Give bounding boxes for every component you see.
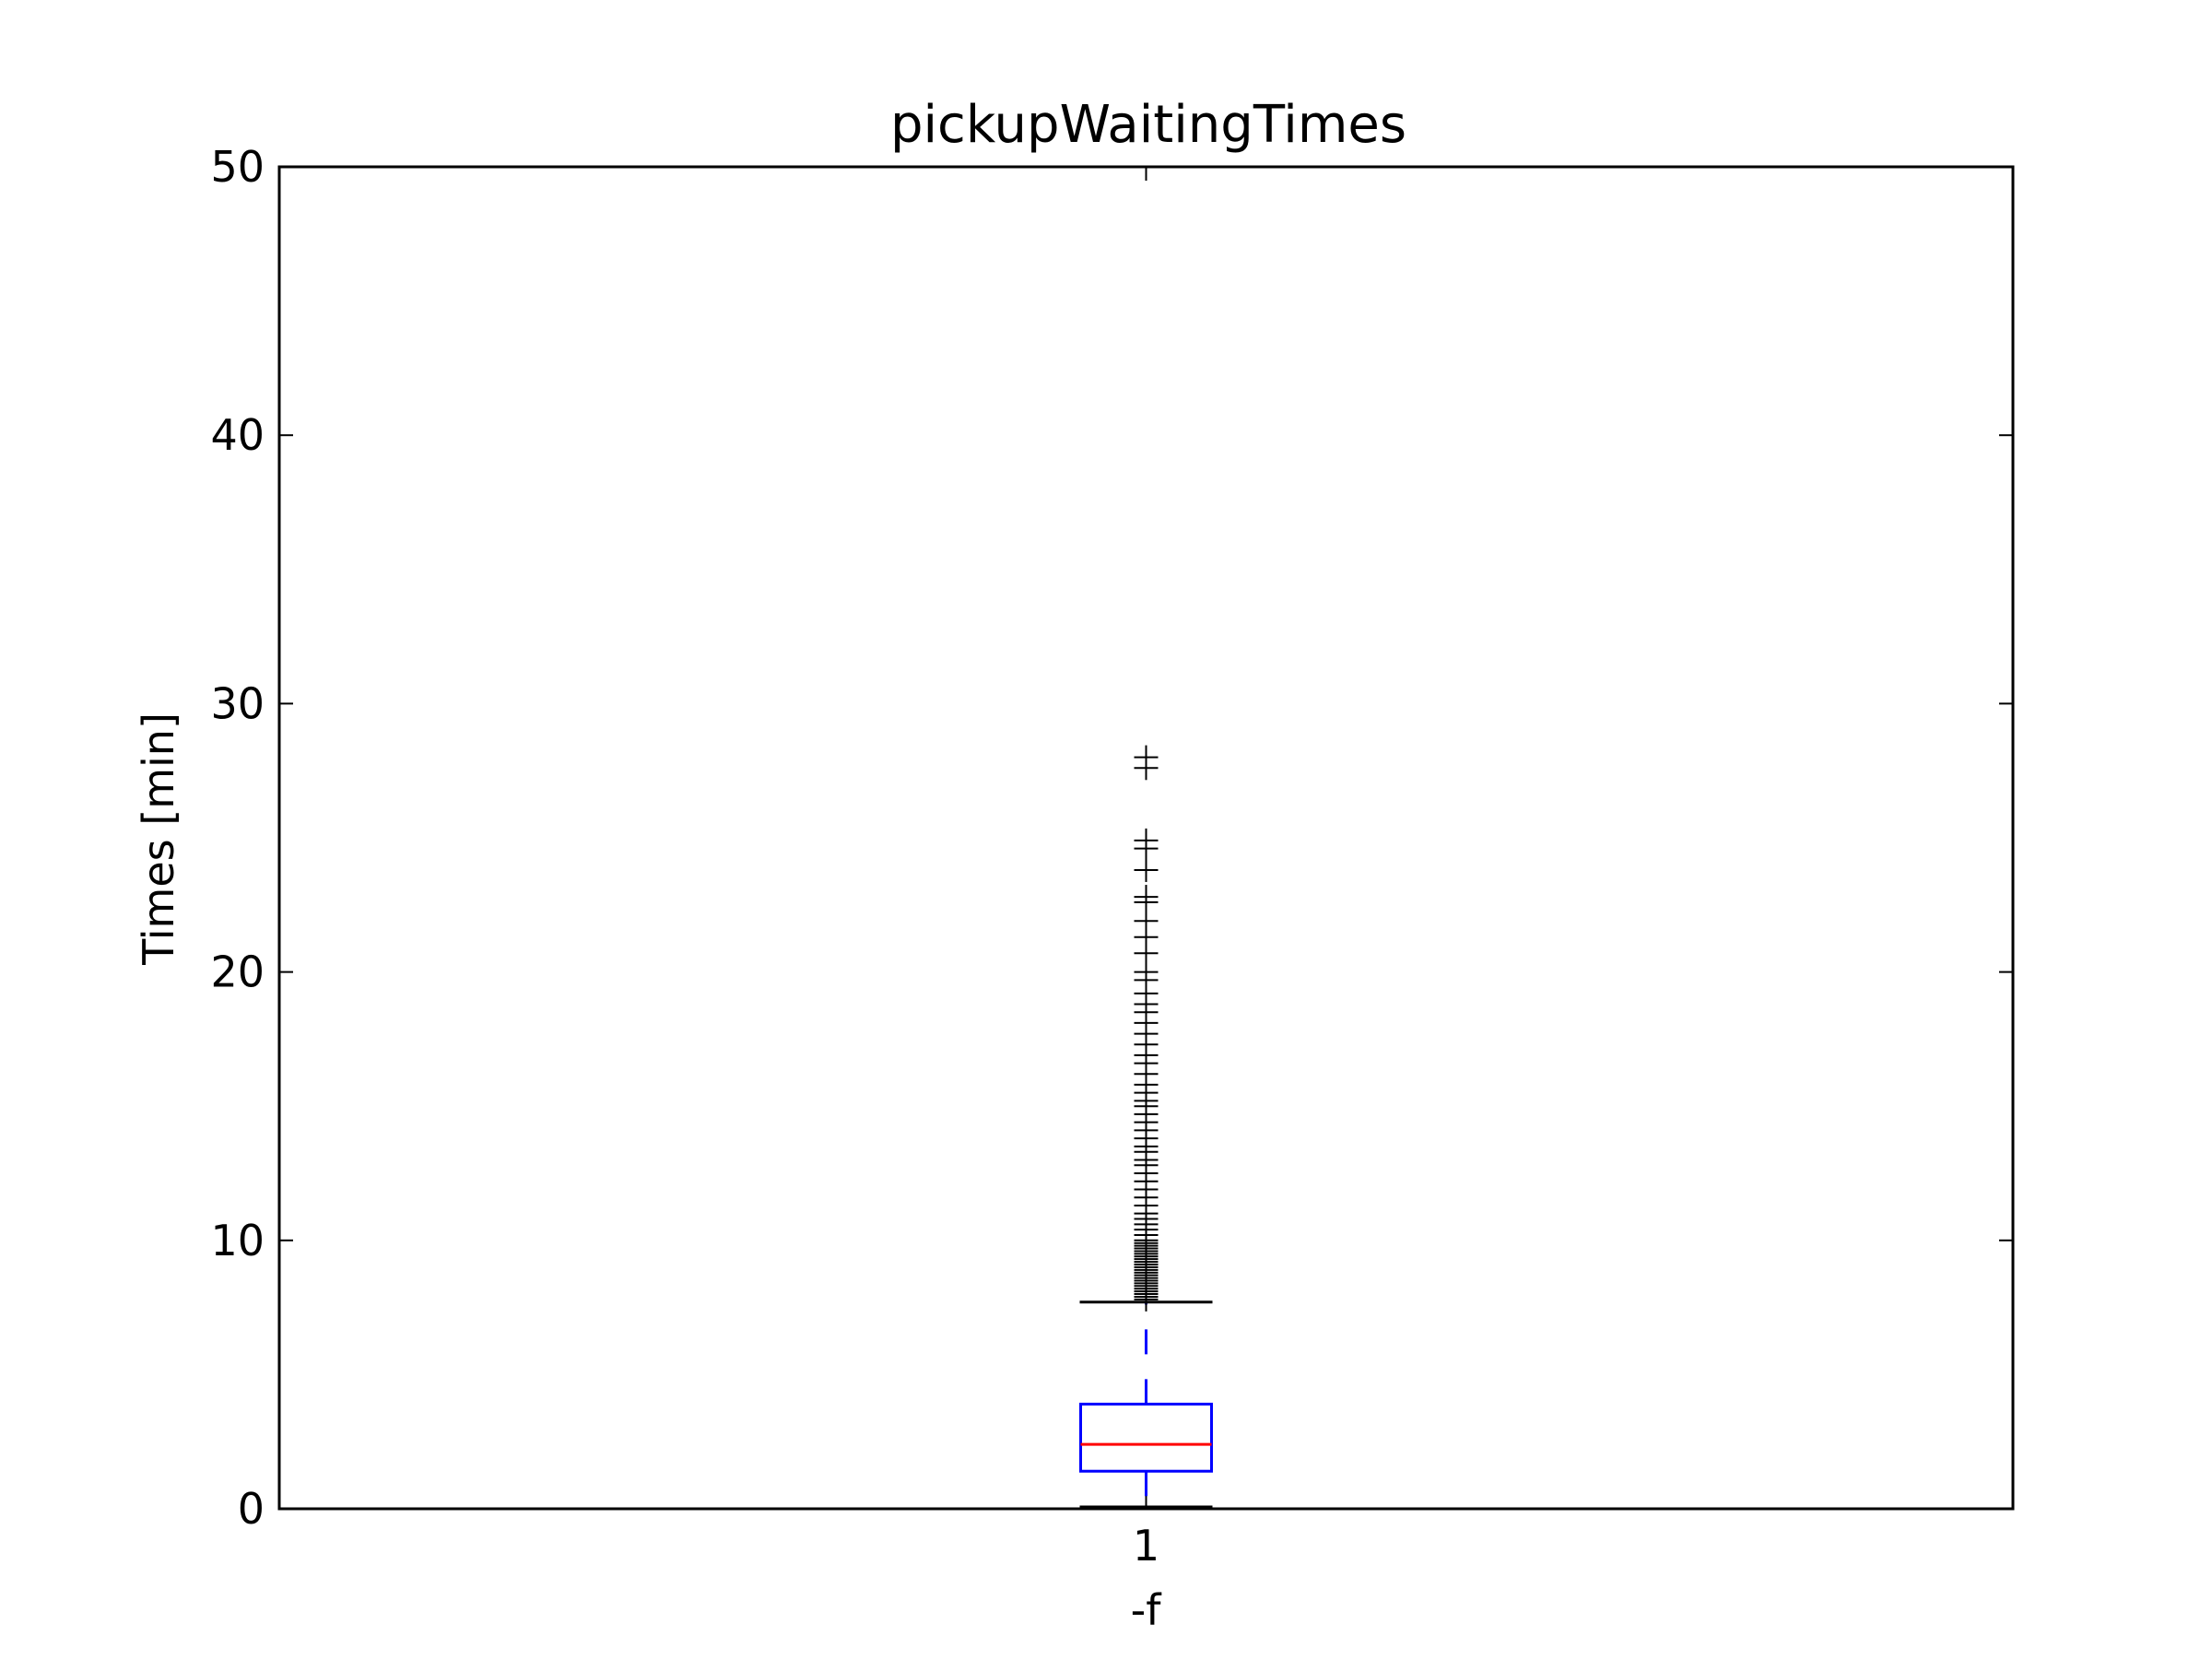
y-tick-label: 0 (238, 1484, 265, 1534)
iqr-box (1079, 1402, 1213, 1473)
y-tick-label: 10 (210, 1216, 265, 1265)
y-axis-label: Times [min] (134, 712, 183, 966)
y-axis-ticks: 0 10 20 30 40 50 (210, 142, 2013, 1534)
chart-title: pickupWaitingTimes (890, 95, 1406, 155)
x-axis-label: -f (1131, 1585, 1163, 1635)
box-group (1079, 745, 1213, 1509)
x-axis-ticks: 1 (1133, 167, 1159, 1571)
y-tick-label: 40 (210, 410, 265, 460)
y-tick-label: 30 (210, 678, 265, 728)
outlier-point (1134, 828, 1159, 853)
y-tick-label: 50 (210, 142, 265, 192)
outlier-point (1134, 745, 1159, 770)
outlier-point (1134, 885, 1159, 910)
y-tick-label: 20 (210, 947, 265, 997)
x-tick-label: 1 (1133, 1521, 1159, 1571)
outlier-point (1134, 857, 1159, 882)
plot-area-frame (277, 165, 2015, 1511)
box-plot-series (1079, 745, 1213, 1509)
